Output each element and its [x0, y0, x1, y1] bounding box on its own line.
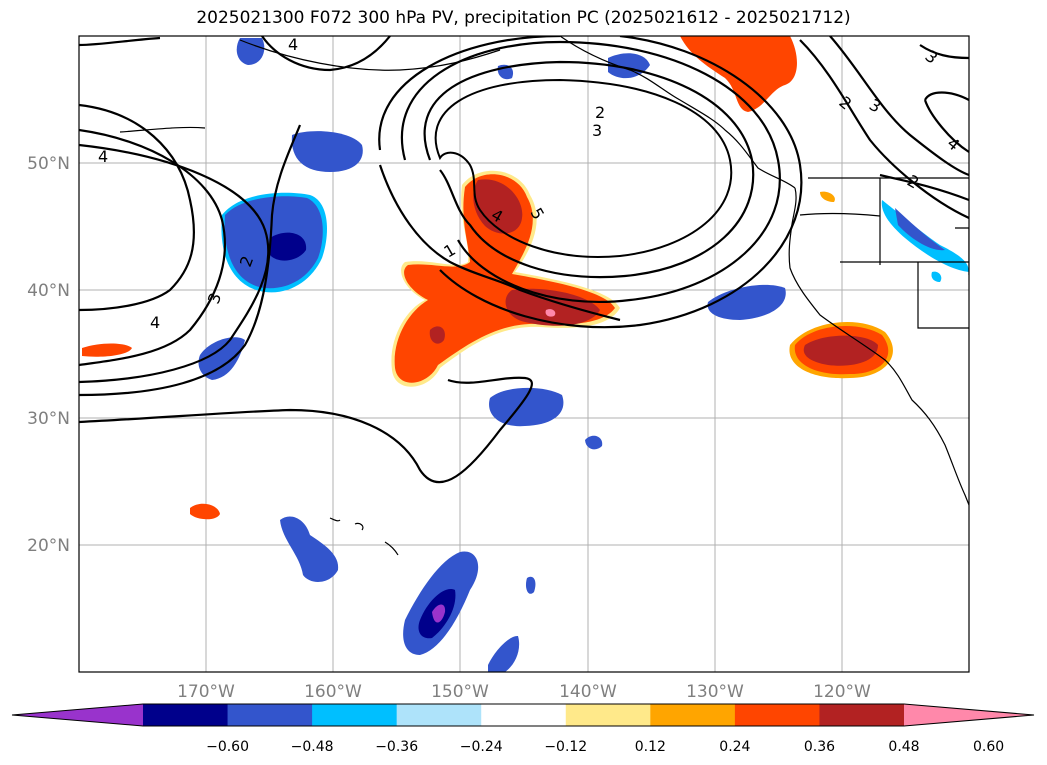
- gridlines: [79, 36, 969, 672]
- colorbar-segment: [650, 704, 736, 726]
- lon-label: 160°W: [304, 682, 362, 702]
- colorbar-segment: [227, 704, 313, 726]
- colorbar-outline: [11, 703, 1035, 727]
- colorbar-segment: [565, 704, 651, 726]
- precip-positive-anomaly: [82, 36, 893, 520]
- lat-label: 50°N: [27, 154, 70, 174]
- pv-contour-label: 4: [150, 313, 160, 332]
- colorbar-segment: [396, 704, 482, 726]
- colorbar-segment: [734, 704, 820, 726]
- pv-contour-label: 3: [592, 121, 602, 140]
- pv-contours: [79, 36, 969, 484]
- map-title: 2025021300 F072 300 hPa PV, precipitatio…: [196, 8, 851, 28]
- lon-label: 140°W: [559, 682, 617, 702]
- pv-contour-label: 4: [288, 35, 298, 54]
- colorbar-tick-label: −0.48: [291, 739, 334, 755]
- pv-contour-label: 2: [595, 103, 605, 122]
- lon-label: 130°W: [686, 682, 744, 702]
- colorbar-extend-low: [12, 704, 143, 726]
- plot-frame: [78, 35, 970, 673]
- colorbar-tick-label: 0.60: [973, 739, 1004, 755]
- colorbar-tick-label: 0.12: [635, 739, 666, 755]
- colorbar-tick-label: 0.24: [719, 739, 750, 755]
- colorbar-tick-label: −0.36: [375, 739, 418, 755]
- colorbar-tick-label: −0.12: [544, 739, 587, 755]
- colorbar-segment: [312, 704, 398, 726]
- lat-label: 20°N: [27, 536, 70, 556]
- lat-label: 40°N: [27, 281, 70, 301]
- lat-labels: 50°N 40°N 30°N 20°N: [27, 154, 70, 556]
- colorbar-tick-label: 0.36: [804, 739, 835, 755]
- colorbar-tick-label: −0.60: [206, 739, 249, 755]
- colorbar-segment: [819, 704, 905, 726]
- precip-negative-anomaly: [198, 38, 969, 672]
- lon-label: 150°W: [431, 682, 489, 702]
- lat-label: 30°N: [27, 409, 70, 429]
- colorbar-tick-label: −0.24: [460, 739, 503, 755]
- pv-contour-label: 4: [98, 147, 108, 166]
- lon-labels: 170°W 160°W 150°W 140°W 130°W 120°W: [177, 682, 871, 702]
- lon-label: 120°W: [813, 682, 871, 702]
- colorbar-segment: [143, 704, 229, 726]
- plot-area: 1 2 3 4 5 2 3 4 4 3 2 4 3 2 4: [79, 35, 969, 672]
- colorbar-tick-label: 0.48: [888, 739, 919, 755]
- colorbar: −0.60 −0.48 −0.36 −0.24 −0.12 0.12 0.24 0.36 0.4…: [11, 703, 1035, 755]
- colorbar-extend-high: [904, 704, 1034, 726]
- colorbar-segment: [481, 704, 567, 726]
- lon-label: 170°W: [177, 682, 235, 702]
